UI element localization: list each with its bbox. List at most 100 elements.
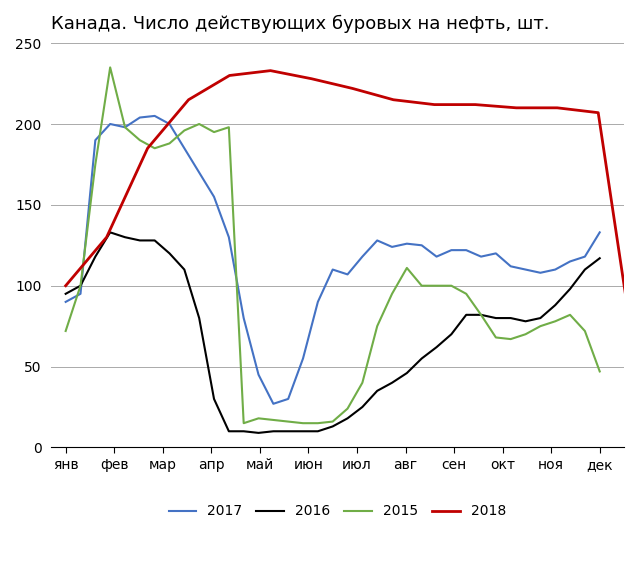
Line: 2015: 2015: [66, 67, 600, 423]
2018: [635, 383, 639, 390]
2015: [329, 418, 337, 425]
2015: [166, 140, 173, 147]
2017: [373, 237, 381, 244]
2017: [447, 247, 455, 254]
2017: [477, 253, 485, 260]
2015: [507, 336, 514, 343]
2016: [389, 379, 396, 386]
2017: [91, 137, 99, 144]
2017: [270, 400, 277, 407]
2018: [307, 75, 315, 82]
2017: [299, 355, 307, 362]
2016: [180, 266, 188, 273]
2016: [77, 282, 84, 289]
2015: [463, 290, 470, 297]
2017: [314, 298, 321, 305]
2016: [270, 428, 277, 435]
2017: [196, 169, 203, 176]
2016: [403, 370, 411, 377]
2017: [255, 371, 263, 378]
2016: [344, 415, 351, 422]
2017: [537, 269, 544, 276]
2015: [255, 415, 263, 422]
2016: [521, 318, 529, 325]
2016: [151, 237, 158, 244]
2017: [180, 144, 188, 152]
2016: [240, 428, 247, 435]
Line: 2018: 2018: [66, 71, 639, 393]
2016: [551, 302, 559, 309]
2015: [477, 311, 485, 318]
2018: [512, 104, 520, 111]
2016: [106, 229, 114, 236]
2016: [62, 290, 70, 297]
2016: [433, 343, 440, 350]
2015: [551, 318, 559, 325]
2016: [581, 266, 589, 273]
2017: [566, 258, 574, 265]
2017: [225, 233, 233, 240]
2016: [210, 395, 218, 402]
2016: [91, 253, 99, 260]
2015: [106, 64, 114, 71]
2015: [596, 368, 604, 375]
2016: [255, 429, 263, 436]
2016: [314, 428, 321, 435]
2015: [581, 328, 589, 335]
2016: [596, 254, 604, 261]
2016: [463, 311, 470, 318]
2016: [418, 355, 426, 362]
2018: [349, 85, 357, 92]
2018: [144, 144, 151, 152]
2017: [77, 290, 84, 297]
2017: [596, 229, 604, 236]
Line: 2017: 2017: [66, 116, 600, 404]
Line: 2016: 2016: [66, 232, 600, 433]
2016: [492, 315, 500, 322]
2017: [62, 298, 70, 305]
2017: [581, 253, 589, 260]
2015: [270, 417, 277, 424]
2017: [463, 247, 470, 254]
2015: [299, 419, 307, 426]
2018: [594, 109, 602, 116]
2015: [225, 123, 233, 130]
2015: [433, 282, 440, 289]
2017: [344, 271, 351, 278]
2016: [136, 237, 144, 244]
2015: [240, 419, 247, 426]
2016: [299, 428, 307, 435]
2017: [507, 263, 514, 270]
2017: [403, 240, 411, 247]
2017: [166, 121, 173, 128]
2015: [196, 121, 203, 128]
2015: [373, 323, 381, 330]
2015: [566, 311, 574, 318]
2015: [180, 127, 188, 134]
2015: [91, 161, 99, 168]
2016: [358, 404, 366, 411]
2017: [136, 114, 144, 121]
2017: [151, 112, 158, 119]
2017: [521, 266, 529, 273]
2015: [358, 379, 366, 386]
2015: [492, 334, 500, 341]
2018: [226, 72, 233, 79]
2015: [537, 323, 544, 330]
2018: [390, 96, 397, 103]
2017: [358, 253, 366, 260]
2017: [492, 250, 500, 257]
2018: [266, 67, 274, 74]
2016: [225, 428, 233, 435]
2016: [121, 233, 129, 240]
2017: [240, 315, 247, 322]
2015: [210, 129, 218, 136]
2018: [62, 282, 70, 289]
2015: [521, 331, 529, 338]
2017: [329, 266, 337, 273]
2017: [284, 395, 292, 402]
2017: [551, 266, 559, 273]
2016: [284, 428, 292, 435]
2015: [344, 405, 351, 412]
2016: [477, 311, 485, 318]
